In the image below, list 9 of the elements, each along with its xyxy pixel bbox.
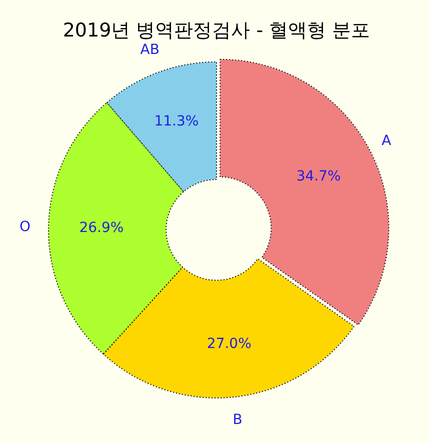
data-label: 27.0%: [206, 336, 252, 352]
data-label: 11.3%: [154, 114, 199, 130]
slice-label: B: [232, 412, 242, 428]
slice-label: AB: [140, 42, 160, 58]
data-label: 26.9%: [79, 220, 124, 236]
slice-label: O: [19, 218, 31, 235]
slice-label: A: [382, 133, 392, 150]
chart-title: 2019년 병역판정검사 - 혈액형 분포: [62, 19, 370, 42]
data-label: 34.7%: [296, 168, 341, 184]
